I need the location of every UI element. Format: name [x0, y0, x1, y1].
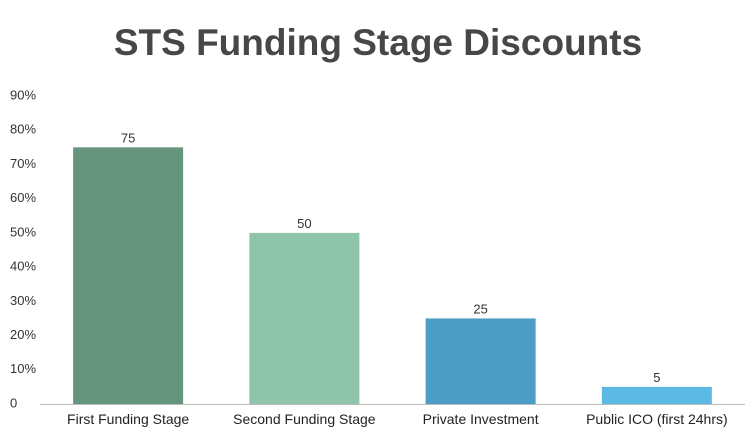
y-tick-label: 0	[10, 395, 17, 410]
y-tick-label: 30%	[10, 293, 36, 308]
y-tick-label: 10%	[10, 361, 36, 376]
y-tick-label: 50%	[10, 224, 36, 239]
y-axis: 0 10% 20% 30% 40% 50% 60% 70% 80% 90%	[10, 87, 36, 410]
bar	[425, 318, 536, 404]
y-tick-label: 60%	[10, 190, 36, 205]
y-tick-label: 40%	[10, 259, 36, 274]
chart-title: STS Funding Stage Discounts	[113, 22, 643, 63]
category-label: Second Funding Stage	[233, 411, 376, 427]
y-tick-label: 70%	[10, 156, 36, 171]
x-axis: First Funding Stage Second Funding Stage P…	[67, 411, 728, 427]
y-tick-label: 20%	[10, 327, 36, 342]
bar-series	[73, 147, 712, 405]
category-label: First Funding Stage	[67, 411, 189, 427]
bar	[73, 147, 184, 405]
y-tick-label: 80%	[10, 122, 36, 137]
data-labels: 75 50 25 5	[121, 130, 661, 385]
data-label: 50	[297, 216, 311, 231]
data-label: 25	[473, 301, 487, 316]
bar	[601, 386, 712, 404]
bar	[249, 232, 360, 404]
category-label: Private Investment	[423, 411, 539, 427]
data-label: 75	[121, 130, 135, 145]
category-label: Public ICO (first 24hrs)	[586, 411, 728, 427]
data-label: 5	[653, 370, 660, 385]
y-tick-label: 90%	[10, 87, 36, 102]
